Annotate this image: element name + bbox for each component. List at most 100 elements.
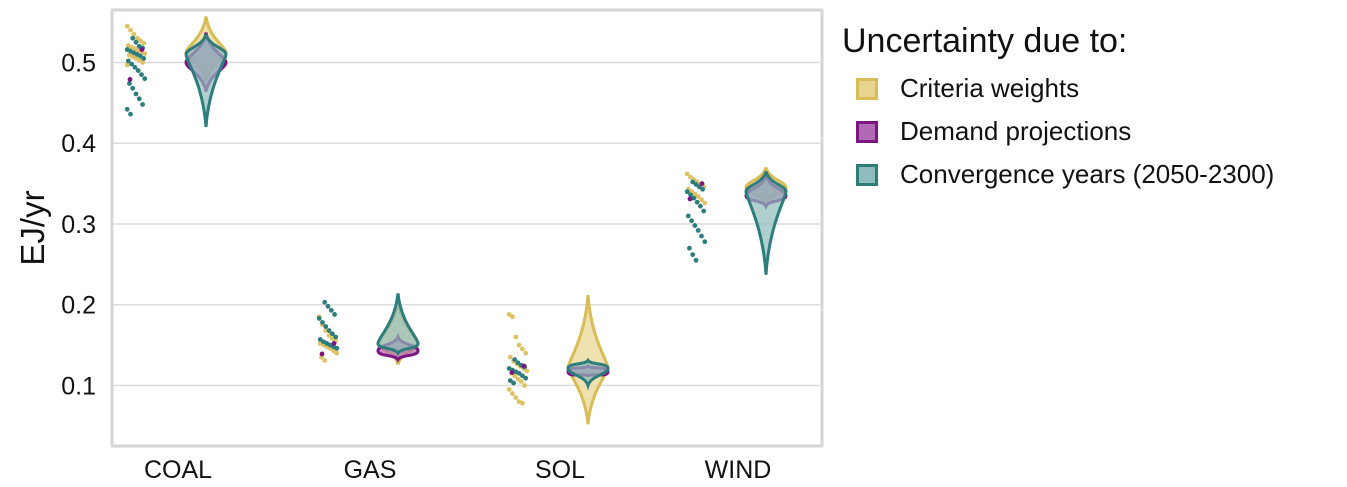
point-gas-series-2 <box>322 299 328 305</box>
point-wind-series-2 <box>693 182 699 187</box>
point-wind-series-2 <box>702 239 708 245</box>
legend: Uncertainty due to: Criteria weights Dem… <box>842 22 1274 196</box>
legend-title: Uncertainty due to: <box>842 22 1128 60</box>
point-wind-series-2 <box>695 228 701 233</box>
point-wind-series-2 <box>692 223 698 228</box>
point-gas-series-2 <box>317 337 323 342</box>
legend-label-criteria-weights: Criteria weights <box>900 73 1080 103</box>
legend-swatch-demand-projections <box>856 120 878 143</box>
point-wind-series-2 <box>696 184 702 190</box>
x-tick-label-gas: GAS <box>344 456 397 484</box>
point-coal-series-0 <box>142 51 148 56</box>
point-coal-series-0 <box>124 23 130 29</box>
point-gas-series-2 <box>323 324 329 329</box>
point-coal-series-2 <box>142 76 148 82</box>
point-sol-series-2 <box>512 357 518 363</box>
point-coal-series-2 <box>128 111 133 117</box>
point-gas-series-2 <box>330 331 335 337</box>
point-sol-series-2 <box>507 378 513 383</box>
point-sol-series-1 <box>521 363 527 369</box>
point-coal-series-2 <box>140 102 146 107</box>
point-coal-series-0 <box>134 35 140 41</box>
grid-lines <box>112 61 822 387</box>
point-sol-series-0 <box>516 342 522 348</box>
point-wind-series-2 <box>689 218 694 224</box>
point-gas-series-2 <box>320 320 325 325</box>
legend-item-convergence-years: Convergence years (2050-2300) <box>856 153 1274 196</box>
legend-item-demand-projections: Demand projections <box>856 110 1274 153</box>
y-tick-label: 0.5 <box>61 49 96 77</box>
point-coal-series-0 <box>136 57 142 63</box>
point-gas-series-1 <box>331 341 337 346</box>
point-coal-series-0 <box>138 38 143 44</box>
point-sol-series-0 <box>524 368 530 374</box>
point-coal-series-0 <box>141 40 147 46</box>
point-sol-series-2 <box>515 360 521 366</box>
point-wind-series-2 <box>691 195 697 201</box>
x-tick-labels: COAL GAS SOL WIND <box>144 456 771 484</box>
point-wind-series-0 <box>688 174 693 180</box>
point-gas-series-2 <box>316 316 322 321</box>
point-wind-series-1 <box>699 181 705 186</box>
point-sol-series-0 <box>518 379 524 384</box>
point-coal-series-2 <box>138 53 143 59</box>
point-coal-series-2 <box>136 96 142 102</box>
point-wind-series-2 <box>693 257 699 263</box>
point-coal-series-2 <box>124 106 130 112</box>
point-wind-series-0 <box>695 194 701 199</box>
point-coal-series-0 <box>128 27 133 33</box>
point-gas-series-2 <box>326 328 332 333</box>
y-tick-label: 0.4 <box>61 130 96 158</box>
x-tick-label-coal: COAL <box>144 456 212 484</box>
point-wind-series-2 <box>684 189 690 195</box>
data-points <box>124 23 708 406</box>
point-gas-series-0 <box>331 348 336 354</box>
point-sol-series-2 <box>516 370 522 376</box>
point-gas-series-2 <box>325 303 331 309</box>
violin-sol-series-2 <box>566 357 610 391</box>
y-tick-label: 0.1 <box>61 372 96 400</box>
point-sol-series-0 <box>522 383 527 388</box>
point-coal-series-2 <box>130 35 136 41</box>
point-sol-series-0 <box>506 387 512 392</box>
point-wind-series-2 <box>699 233 704 239</box>
violin-coal-series-2 <box>184 33 228 128</box>
point-coal-series-2 <box>135 68 141 73</box>
point-coal-series-2 <box>133 39 139 45</box>
x-tick-label-wind: WIND <box>705 456 772 484</box>
point-coal-series-0 <box>124 62 130 68</box>
point-coal-series-1 <box>127 77 133 82</box>
point-sol-series-0 <box>515 376 521 382</box>
point-wind-series-2 <box>690 179 696 185</box>
legend-label-demand-projections: Demand projections <box>900 116 1132 146</box>
point-sol-series-0 <box>510 391 515 396</box>
point-gas-series-2 <box>332 311 337 317</box>
point-wind-series-2 <box>688 192 693 198</box>
point-wind-series-0 <box>692 191 698 197</box>
x-tick-label-sol: SOL <box>535 456 585 484</box>
point-wind-series-2 <box>687 245 692 251</box>
point-coal-series-2 <box>139 72 144 77</box>
violins <box>184 16 788 425</box>
point-wind-series-2 <box>694 199 700 205</box>
point-wind-series-0 <box>699 197 704 203</box>
point-sol-series-0 <box>523 350 529 356</box>
point-coal-series-0 <box>140 60 146 65</box>
violin-gas-series-2 <box>376 293 420 357</box>
plot-frame <box>110 8 824 448</box>
point-sol-series-0 <box>513 334 519 340</box>
y-tick-labels: 0.1 0.2 0.3 0.4 0.5 <box>61 49 96 400</box>
point-coal-series-2 <box>132 64 138 70</box>
point-gas-series-0 <box>323 328 329 333</box>
point-sol-series-0 <box>510 314 515 320</box>
point-sol-series-0 <box>506 311 512 317</box>
point-sol-series-0 <box>512 373 518 379</box>
point-coal-series-2 <box>133 91 139 97</box>
point-wind-series-2 <box>700 186 705 192</box>
point-gas-series-1 <box>319 351 325 357</box>
y-tick-label: 0.2 <box>61 292 96 320</box>
point-gas-series-0 <box>322 358 328 363</box>
point-sol-series-1 <box>509 370 515 375</box>
point-sol-series-0 <box>520 346 525 352</box>
